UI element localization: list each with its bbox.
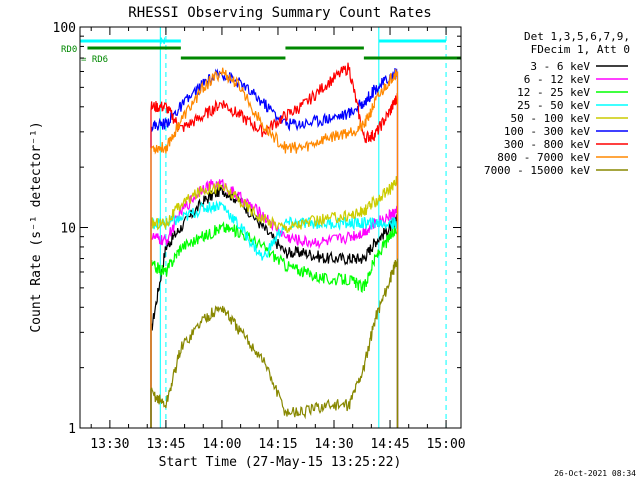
legend-label: 300 - 800 keV [504,138,590,151]
flag-label-rd0: RD0 [61,45,77,55]
legend-label: 100 - 300 keV [504,125,590,138]
flag-bars: RD0 = RD6 N [61,37,461,65]
series-lines [150,62,399,428]
series-line-800-7000-kev [150,67,399,428]
chart-title: RHESSI Observing Summary Count Rates [128,5,431,21]
legend-header-line: Det 1,3,5,6,7,9, [524,30,630,43]
legend-label: 6 - 12 keV [524,73,591,86]
footer-timestamp: 26-Oct-2021 08:34 [554,469,636,478]
y-axis: 1 10 100 [53,21,461,437]
legend-label: 800 - 7000 keV [497,151,590,164]
legend-label: 7000 - 15000 keV [484,164,590,177]
series-line-50-100-kev [150,176,399,428]
x-tick-label: 14:45 [370,437,409,452]
x-tick-label: 14:00 [202,437,241,452]
y-tick-label: 10 [60,222,76,237]
x-axis: 13:30 13:45 14:00 14:15 14:30 14:45 15:00 [90,27,466,452]
x-tick-label: 13:45 [146,437,185,452]
legend: Det 1,3,5,6,7,9,FDecim 1, Att 0 3 - 6 keV… [484,30,630,177]
series-line-7000-15000-kev [150,258,399,428]
x-tick-label: 14:15 [258,437,297,452]
flag-label-rd6: = RD6 [81,55,108,65]
legend-label: 3 - 6 keV [530,60,590,73]
y-tick-label: 100 [53,21,76,36]
series-line-25-50-kev [150,200,399,428]
y-axis-label: Count Rate (s⁻¹ detector⁻¹) [29,121,44,332]
x-tick-label: 15:00 [426,437,465,452]
series-line-12-25-kev [150,221,399,428]
flag-label-n: N [160,37,165,47]
x-axis-label: Start Time (27-May-15 13:25:22) [159,455,402,470]
x-tick-label: 14:30 [314,437,353,452]
legend-header-line: FDecim 1, Att 0 [531,43,630,56]
legend-label: 50 - 100 keV [511,112,591,125]
legend-label: 12 - 25 keV [517,86,590,99]
y-tick-label: 1 [68,422,76,437]
x-tick-label: 13:30 [90,437,129,452]
legend-label: 25 - 50 keV [517,99,590,112]
series-line-300-800-kev [150,62,399,428]
